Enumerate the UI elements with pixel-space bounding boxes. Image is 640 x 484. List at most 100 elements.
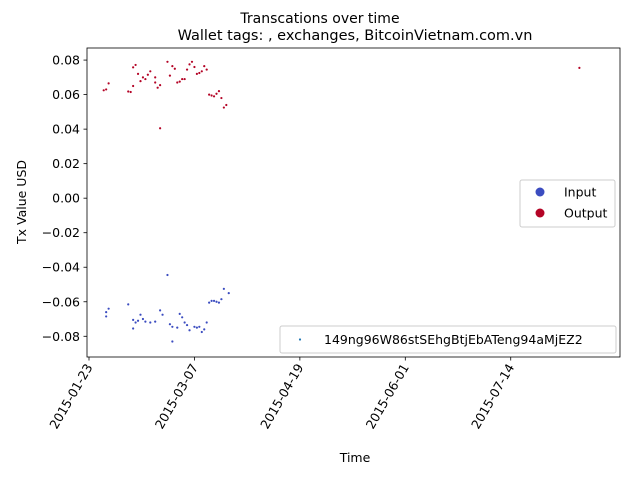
data-point-output	[220, 96, 223, 100]
data-point-input	[203, 328, 206, 331]
legend-wallet: 149ng96W86stSEhgBtjEbATeng94aMjEZ2	[279, 325, 617, 354]
data-point-output	[200, 70, 203, 73]
data-point-output	[129, 90, 132, 94]
data-point-output	[132, 66, 135, 69]
y-tick-label: −0.06	[42, 294, 80, 309]
data-point-output	[168, 74, 172, 77]
data-point-output	[190, 60, 194, 63]
data-point-input	[159, 309, 162, 312]
data-point-output	[141, 76, 145, 79]
data-point-input	[154, 320, 157, 323]
data-point-input	[132, 318, 135, 321]
legend-label-wallet: 149ng96W86stSEhgBtjEbATeng94aMjEZ2	[324, 332, 583, 347]
x-tick-label: 2015-07-14	[468, 361, 517, 431]
data-point-input	[215, 300, 218, 303]
data-point-input	[171, 340, 174, 343]
legend-label-output: Output	[564, 206, 608, 221]
data-point-output	[139, 80, 142, 83]
legend-frame	[279, 325, 617, 354]
y-tick-label: −0.04	[42, 260, 80, 275]
data-point-input	[212, 299, 216, 302]
data-point-output	[181, 77, 184, 81]
x-axis: 2015-01-23 2015-03-07 2015-04-19 2015-06-01…	[46, 357, 517, 431]
data-point-output	[208, 93, 211, 96]
data-point-input	[185, 323, 189, 327]
legend-input-output: Input Output	[519, 179, 616, 228]
data-point-input	[166, 273, 169, 277]
data-point-input	[132, 327, 135, 330]
data-point-output	[107, 82, 110, 85]
x-tick-label: 2015-03-07	[152, 361, 201, 431]
data-point-input	[208, 301, 211, 304]
x-axis-label: Time	[339, 450, 371, 465]
y-tick-label: −0.02	[42, 225, 80, 240]
legend-marker-input	[535, 187, 545, 197]
data-point-output	[132, 84, 135, 88]
data-point-input	[188, 329, 191, 332]
data-point-output	[212, 95, 216, 98]
data-point-output	[171, 65, 174, 68]
data-point-output	[205, 68, 208, 71]
y-tick-label: 0.08	[52, 53, 80, 68]
data-point-output	[188, 63, 191, 66]
data-point-output	[193, 65, 196, 69]
y-axis: 0.08 0.06 0.04 0.02 0.00 −0.02 −0.04 −0.06 −0.08	[42, 53, 87, 344]
data-point-output	[166, 60, 169, 63]
data-point-input	[200, 330, 203, 334]
data-point-output	[127, 90, 130, 93]
data-point-output	[225, 103, 228, 107]
data-point-output	[178, 80, 181, 83]
y-axis-label: Tx Value USD	[14, 160, 29, 245]
y-tick-label: 0.02	[52, 156, 80, 171]
data-point-input	[193, 325, 196, 328]
data-point-input	[217, 301, 221, 304]
data-point-input	[227, 292, 230, 295]
chart-title: Transcations over time	[239, 11, 399, 27]
data-point-output	[217, 90, 221, 93]
data-point-input	[210, 299, 213, 302]
data-point-input	[178, 312, 181, 315]
data-point-output	[156, 86, 159, 89]
y-tick-label: 0.04	[52, 122, 80, 137]
data-point-output	[578, 66, 581, 69]
data-point-output	[185, 68, 189, 71]
data-point-output	[183, 77, 186, 81]
data-point-input	[127, 303, 130, 306]
data-point-input	[205, 321, 208, 324]
chart-subtitle: Wallet tags: , exchanges, BitcoinVietnam…	[178, 28, 533, 44]
data-point-input	[195, 326, 198, 329]
data-point-output	[144, 77, 147, 81]
data-point-input	[176, 326, 179, 329]
data-point-input	[222, 287, 225, 290]
data-point-output	[198, 71, 201, 75]
y-tick-label: 0.00	[52, 191, 80, 206]
data-point-output	[210, 94, 213, 97]
data-point-output	[176, 81, 179, 84]
data-point-output	[136, 72, 140, 75]
data-point-input	[139, 313, 142, 316]
data-point-input	[171, 325, 174, 328]
data-point-output	[173, 67, 176, 70]
data-point-input	[107, 307, 110, 310]
data-point-output	[154, 81, 157, 84]
data-point-output	[154, 76, 157, 79]
x-tick-label: 2015-06-01	[363, 361, 412, 431]
legend-marker-wallet	[298, 338, 302, 341]
data-point-output	[159, 127, 162, 130]
y-tick-label: −0.08	[42, 329, 80, 344]
data-point-input	[134, 321, 137, 324]
data-point-output	[105, 88, 108, 91]
data-point-input	[198, 325, 201, 328]
data-point-output	[195, 72, 198, 75]
data-point-input	[181, 316, 184, 319]
data-point-output	[215, 92, 218, 95]
data-point-input	[136, 319, 140, 322]
data-point-output	[222, 106, 225, 109]
data-point-input	[105, 315, 108, 318]
legend-label-input: Input	[564, 185, 596, 200]
data-point-input	[220, 298, 223, 301]
data-point-input	[161, 313, 164, 316]
data-point-output	[102, 89, 105, 92]
